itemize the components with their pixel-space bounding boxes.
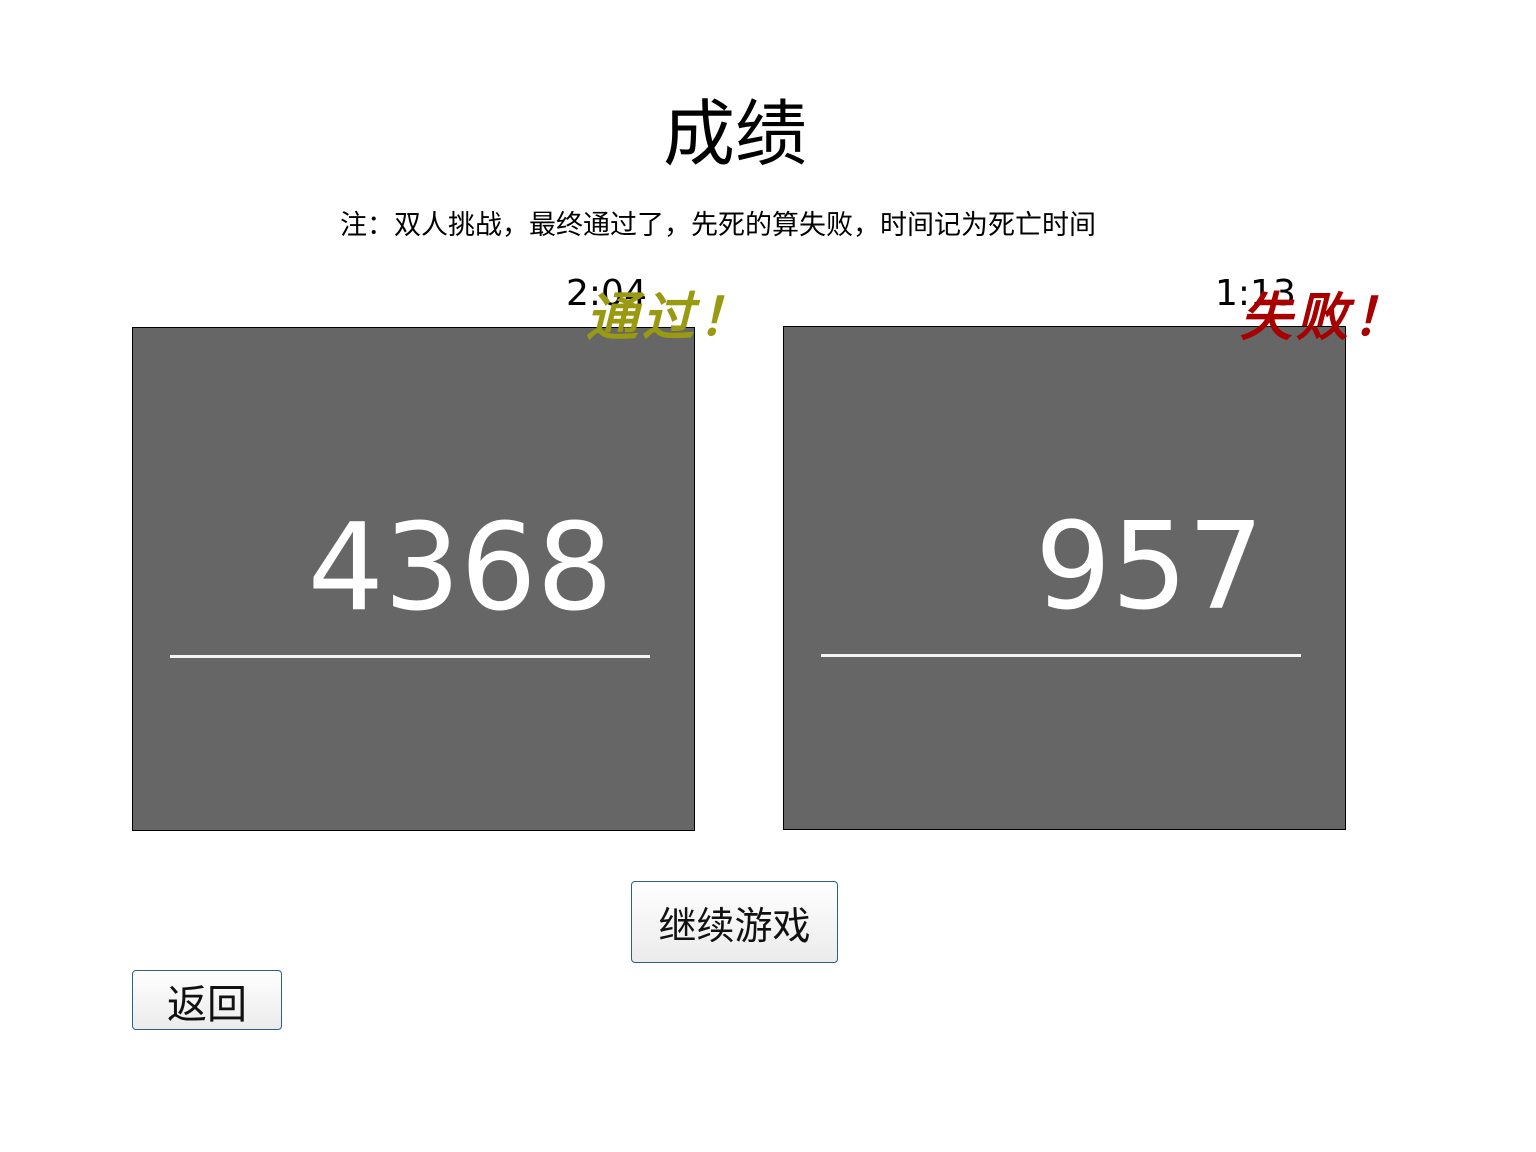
player2-time: 1:13	[1215, 273, 1296, 314]
player1-result-stamp: 通过！	[586, 287, 755, 348]
rules-note: 注：双人挑战，最终通过了，先死的算失败，时间记为死亡时间	[340, 210, 1096, 241]
player1-score-panel: 4368	[132, 327, 695, 831]
continue-game-button[interactable]: 继续游戏	[631, 881, 838, 963]
player2-score-panel: 957	[783, 326, 1346, 830]
page-title: 成绩	[662, 92, 807, 176]
player1-score: 4368	[307, 499, 613, 638]
player2-score-underline	[821, 654, 1301, 657]
player1-score-underline	[170, 655, 650, 658]
player2-score: 957	[1034, 498, 1264, 637]
player1-time: 2:04	[566, 273, 647, 314]
back-button[interactable]: 返回	[132, 970, 282, 1030]
player2-result-stamp: 失败！	[1240, 287, 1409, 348]
